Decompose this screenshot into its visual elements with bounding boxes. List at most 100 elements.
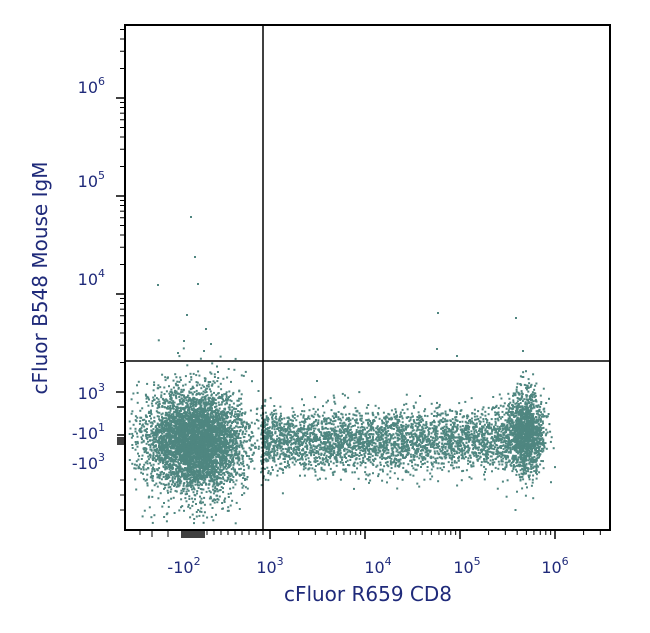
data-point — [161, 432, 164, 435]
data-point — [175, 444, 178, 447]
data-point — [231, 461, 234, 464]
data-point — [153, 438, 156, 441]
data-point — [225, 416, 228, 419]
data-point — [137, 380, 140, 383]
data-point — [158, 443, 161, 446]
data-point — [182, 389, 185, 392]
data-point — [168, 419, 171, 422]
data-point — [146, 434, 149, 436]
data-point — [201, 470, 204, 473]
data-point — [204, 403, 207, 406]
data-point — [191, 472, 194, 475]
data-point — [200, 491, 203, 494]
data-point — [206, 451, 209, 454]
data-point — [189, 372, 192, 375]
data-point — [257, 390, 260, 392]
data-point — [197, 481, 199, 484]
data-point — [197, 422, 200, 425]
data-point — [141, 419, 144, 422]
data-point — [178, 413, 181, 416]
data-point — [173, 451, 176, 453]
data-point — [179, 454, 182, 456]
data-point — [251, 380, 253, 383]
data-point — [169, 457, 172, 460]
data-point — [195, 478, 198, 481]
data-point — [238, 432, 240, 435]
data-point — [210, 441, 213, 444]
data-point — [227, 471, 230, 474]
data-point — [195, 448, 198, 451]
data-point — [165, 483, 168, 486]
data-point — [172, 430, 175, 433]
data-point — [205, 450, 208, 453]
data-point — [173, 405, 176, 408]
data-point — [224, 464, 227, 467]
data-point — [215, 482, 218, 485]
data-point — [222, 476, 224, 479]
data-point — [152, 479, 155, 482]
data-point — [248, 455, 250, 458]
data-point — [183, 442, 186, 445]
data-point — [223, 499, 226, 502]
data-point — [208, 453, 211, 456]
data-point — [222, 487, 224, 490]
data-point — [203, 440, 206, 443]
data-point — [174, 468, 177, 471]
data-point — [190, 443, 193, 446]
data-point — [174, 417, 177, 419]
data-point — [170, 393, 173, 396]
data-point — [213, 490, 216, 492]
data-point — [175, 460, 178, 463]
data-point — [177, 452, 180, 455]
data-point — [205, 401, 207, 404]
data-point — [191, 479, 194, 481]
data-point — [255, 418, 258, 421]
data-point — [228, 441, 231, 444]
data-point — [218, 403, 221, 406]
data-point — [131, 462, 134, 465]
data-point — [195, 402, 198, 405]
data-point — [192, 387, 195, 389]
data-point — [228, 403, 231, 406]
data-point — [203, 477, 206, 480]
data-point — [229, 399, 232, 402]
data-point — [205, 490, 208, 493]
data-point — [158, 423, 161, 426]
data-point — [177, 392, 180, 395]
data-point — [206, 456, 209, 459]
data-point — [206, 475, 209, 478]
data-point — [225, 391, 228, 394]
data-point — [239, 437, 242, 439]
data-point — [239, 426, 241, 429]
data-point — [221, 413, 224, 416]
data-point — [181, 455, 184, 458]
data-point — [204, 407, 207, 410]
data-point — [146, 427, 148, 430]
data-point — [221, 397, 224, 400]
data-point — [199, 466, 202, 469]
data-point — [130, 412, 133, 415]
data-point — [184, 411, 187, 414]
data-point — [242, 484, 245, 487]
data-point — [226, 435, 228, 438]
data-point — [248, 426, 251, 429]
data-point — [188, 390, 191, 393]
data-point — [198, 481, 201, 484]
data-point — [206, 422, 209, 425]
data-point — [220, 429, 223, 432]
data-point — [183, 475, 186, 478]
data-point — [203, 446, 206, 449]
data-point — [200, 400, 203, 403]
data-point — [221, 453, 224, 456]
data-point — [200, 461, 203, 464]
data-point — [188, 467, 191, 470]
data-point — [223, 482, 225, 485]
data-point — [196, 483, 199, 486]
data-point — [161, 445, 164, 448]
data-point — [158, 449, 161, 452]
data-point — [196, 449, 198, 452]
data-point — [210, 469, 213, 472]
data-point — [180, 460, 182, 463]
data-point — [211, 432, 214, 435]
data-point — [160, 396, 163, 399]
